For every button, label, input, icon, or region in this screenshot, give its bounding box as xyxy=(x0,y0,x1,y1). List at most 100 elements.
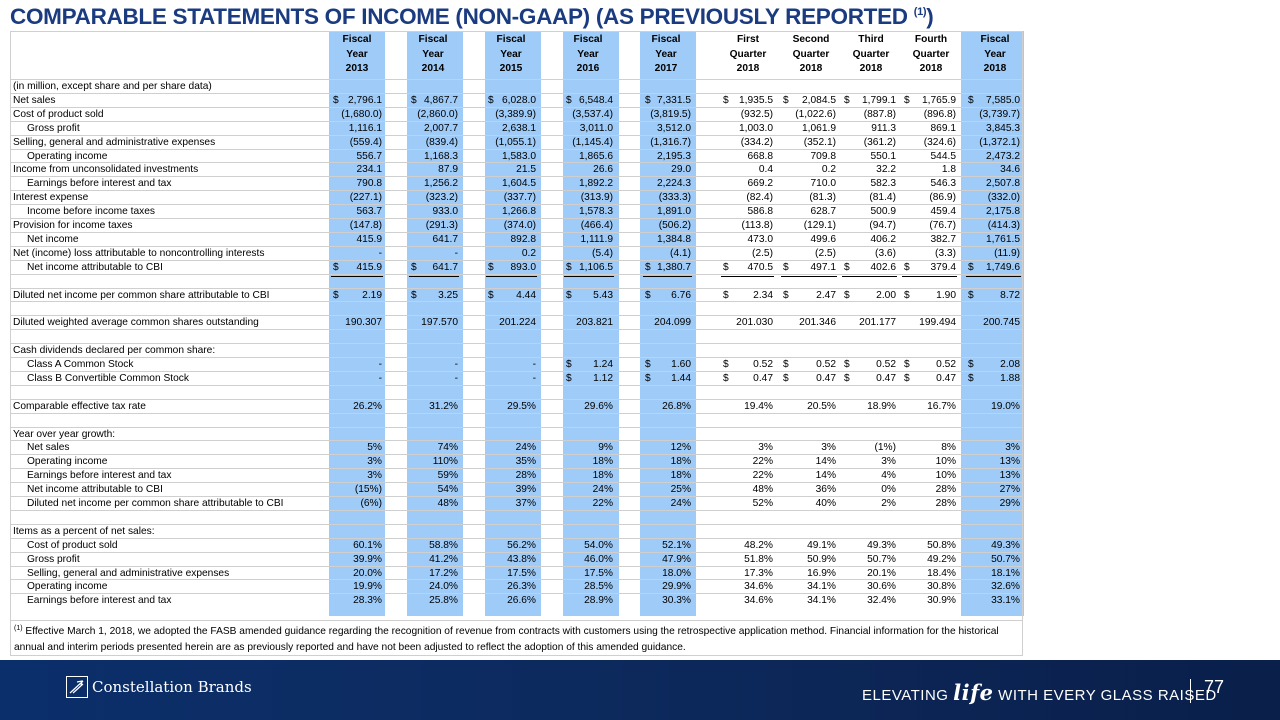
row-label: Earnings before interest and tax xyxy=(27,178,172,190)
column-header-line: 2018 xyxy=(799,63,823,74)
table-cell: 1.44 xyxy=(671,372,691,384)
table-cell: 10% xyxy=(935,470,956,482)
table-cell: 34.1% xyxy=(807,581,836,593)
table-cell: 39% xyxy=(515,484,536,496)
table-cell: 26.2% xyxy=(353,400,382,412)
table-cell: (506.2) xyxy=(658,220,691,231)
dollar-sign: $ xyxy=(333,94,339,106)
table-cell: (337.7) xyxy=(503,192,536,204)
table-cell: (147.8) xyxy=(349,220,382,231)
table-cell: (352.1) xyxy=(803,136,836,148)
table-cell: 1,583.0 xyxy=(502,150,536,162)
table-cell: 17.3% xyxy=(744,567,773,579)
table-border-bottom xyxy=(10,655,1023,656)
dollar-sign: $ xyxy=(904,94,910,106)
table-cell: 25% xyxy=(670,484,691,496)
dollar-sign: $ xyxy=(783,94,789,106)
column-header-line: Fiscal xyxy=(651,34,681,45)
table-cell: 1,578.3 xyxy=(579,206,613,218)
row-gridline xyxy=(10,482,1023,484)
page-title: COMPARABLE STATEMENTS OF INCOME (NON-GAA… xyxy=(10,4,934,29)
table-cell: 87.9 xyxy=(438,164,458,176)
dollar-sign: $ xyxy=(645,289,651,301)
dollar-sign: $ xyxy=(783,261,789,273)
table-cell: 2.08 xyxy=(1000,359,1020,370)
row-label: Net sales xyxy=(13,94,56,106)
table-cell: (6%) xyxy=(360,498,382,509)
row-gridline xyxy=(10,370,1023,372)
row-label: Class A Common Stock xyxy=(27,359,134,370)
column-header-line: Second xyxy=(792,34,830,45)
table-cell: 28.3% xyxy=(353,595,382,607)
table-cell: 22% xyxy=(752,470,773,482)
column-header-line: 2017 xyxy=(654,63,678,74)
table-cell: 5.43 xyxy=(593,289,613,301)
column-header-line: Fiscal xyxy=(496,34,526,45)
table-cell: (2,860.0) xyxy=(417,108,458,120)
table-cell: 199.494 xyxy=(919,317,956,329)
row-gridline xyxy=(10,412,1023,414)
column-header-line: Quarter xyxy=(852,48,890,60)
table-cell: (11.9) xyxy=(994,247,1020,259)
highlight-column-band xyxy=(640,31,696,616)
footnote-divider xyxy=(10,620,1023,621)
row-gridline xyxy=(10,204,1023,206)
column-header-line: 2013 xyxy=(345,63,369,74)
table-cell: 669.2 xyxy=(747,178,774,190)
row-gridline xyxy=(10,343,1023,345)
table-cell: - xyxy=(454,247,458,259)
table-cell: (466.4) xyxy=(580,220,613,231)
table-cell: 29% xyxy=(999,498,1020,509)
table-cell: 110% xyxy=(432,456,458,468)
row-gridline xyxy=(10,218,1023,219)
dollar-sign: $ xyxy=(968,372,974,384)
table-cell: (3.3) xyxy=(935,247,956,259)
column-header-line: Year xyxy=(500,48,522,60)
highlight-column-band xyxy=(961,31,1024,616)
table-cell: 546.3 xyxy=(930,178,957,190)
table-cell: 1,865.6 xyxy=(579,150,613,162)
table-cell: 790.8 xyxy=(356,178,383,190)
table-cell: 9% xyxy=(598,442,613,454)
table-cell: 19.9% xyxy=(353,581,382,593)
table-cell: 34.6% xyxy=(744,595,773,607)
table-cell: 201.030 xyxy=(736,317,773,329)
row-gridline xyxy=(10,384,1023,386)
table-cell: 1,111.9 xyxy=(580,233,613,245)
table-cell: 668.8 xyxy=(747,150,774,162)
table-cell: 1.8 xyxy=(941,164,956,176)
dollar-sign: $ xyxy=(411,94,417,106)
row-gridline xyxy=(10,329,1023,331)
row-gridline xyxy=(10,440,1023,442)
table-cell: 30.3% xyxy=(662,595,691,607)
dollar-sign: $ xyxy=(968,261,974,273)
table-cell: 0.2 xyxy=(521,247,536,259)
table-cell: 49.3% xyxy=(991,539,1020,551)
table-cell: (3,739.7) xyxy=(979,108,1020,120)
row-label: Comparable effective tax rate xyxy=(13,400,146,412)
table-cell: 1.60 xyxy=(671,359,691,370)
table-cell: 1,168.3 xyxy=(424,150,458,162)
table-cell: 30.6% xyxy=(867,581,896,593)
row-label: Cost of product sold xyxy=(27,539,118,551)
table-cell: 0.52 xyxy=(753,359,773,370)
table-cell: - xyxy=(454,372,458,384)
table-cell: 2,796.1 xyxy=(348,94,382,106)
table-cell: 18.1% xyxy=(991,567,1020,579)
row-label: Operating income xyxy=(27,456,108,468)
dollar-sign: $ xyxy=(723,289,729,301)
dollar-sign: $ xyxy=(566,359,572,370)
table-cell: 12% xyxy=(670,442,691,454)
table-cell: 1,749.6 xyxy=(986,261,1020,273)
table-cell: 911.3 xyxy=(871,122,896,134)
table-cell: 544.5 xyxy=(930,150,957,162)
row-label: Diluted net income per common share attr… xyxy=(27,498,284,509)
dollar-sign: $ xyxy=(783,289,789,301)
row-label: Year over year growth: xyxy=(13,428,116,440)
dollar-sign: $ xyxy=(904,372,910,384)
row-label: Net sales xyxy=(27,442,70,454)
table-cell: 8% xyxy=(941,442,956,454)
dollar-sign: $ xyxy=(333,261,339,273)
dollar-sign: $ xyxy=(968,359,974,370)
table-cell: 31.2% xyxy=(429,400,458,412)
